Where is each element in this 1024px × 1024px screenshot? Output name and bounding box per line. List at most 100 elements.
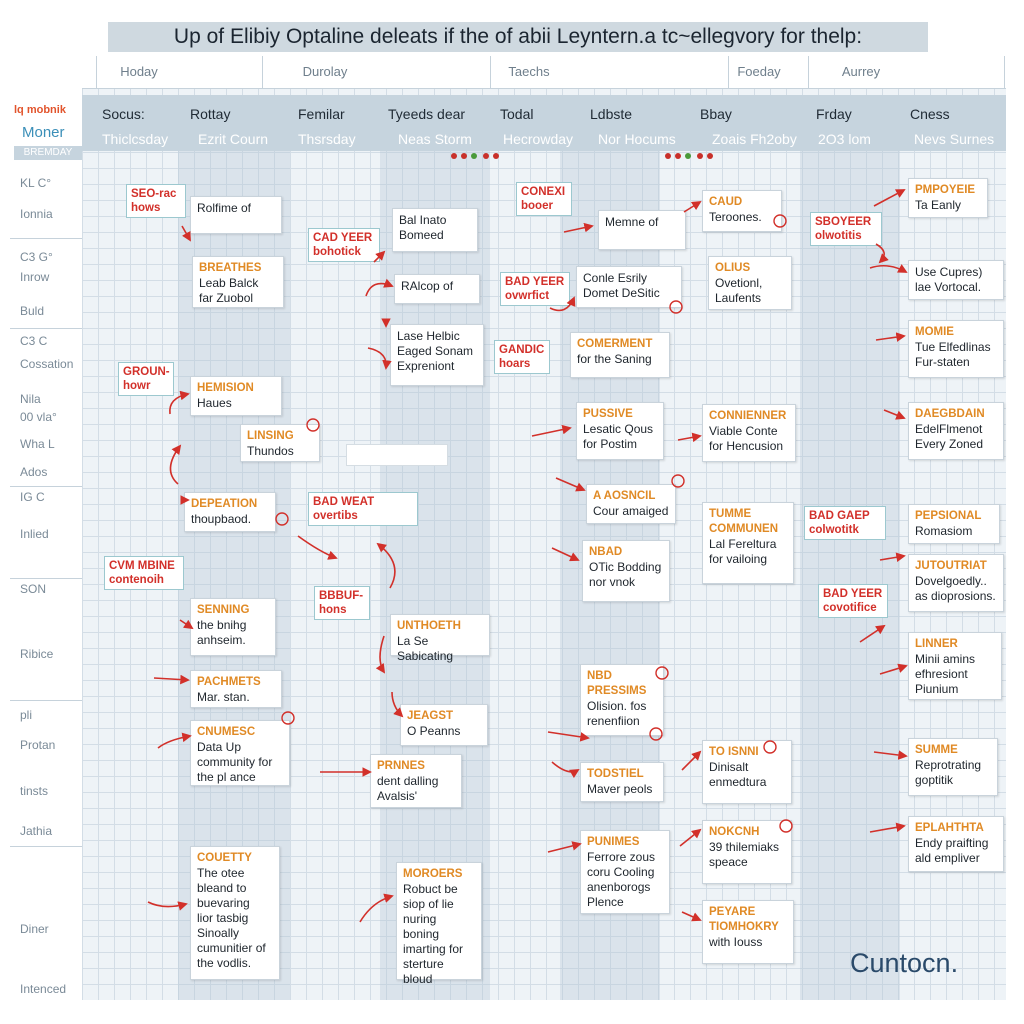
card-text: Haues [197, 396, 232, 410]
schedule-card[interactable]: Use Cupres) lae Vortocal. [908, 260, 1004, 300]
status-tag[interactable]: CAD YEER bohotick [308, 228, 380, 262]
schedule-card[interactable]: OLIUS Ovetionl, Laufents [708, 256, 792, 310]
schedule-card[interactable]: CAUD Teroones. [702, 190, 782, 232]
schedule-card[interactable]: MOROERS Robuct be siop of lie nuring boni… [396, 862, 482, 986]
card-text: Dovelgoedly.. as dioprosions. [915, 574, 996, 603]
empty-card [346, 444, 448, 466]
schedule-card[interactable]: NBD PRESSIMS Olision. fos renenfiion [580, 664, 664, 736]
status-tag[interactable]: SEO-rac hows [126, 184, 186, 218]
schedule-card[interactable]: PEYARE TIOMHOKRY with Iouss [702, 900, 794, 964]
schedule-card[interactable]: Conle Esrily Domet DeSitic [576, 266, 682, 308]
status-tag[interactable]: CVM MBINE contenoih [104, 556, 184, 590]
card-label: NOKCNH [709, 826, 760, 838]
schedule-card[interactable]: COMERMENT for the Saning [570, 332, 670, 378]
schedule-card[interactable]: UNTHOETH La Se Sabicating [390, 614, 490, 663]
schedule-card[interactable]: TO ISNNI Dinisalt enmedtura [702, 740, 792, 804]
row-label: SON [20, 582, 47, 596]
schedule-card[interactable]: LINSING Thundos [240, 424, 320, 462]
column-band [800, 150, 900, 1000]
card-label: A AOSNCIL [593, 490, 656, 502]
schedule-card[interactable]: PMPOYEIE Ta Eanly [908, 178, 988, 218]
schedule-card[interactable]: TUMME COMMUNEN Lal Fereltura for vailoing [702, 502, 794, 584]
status-tag[interactable]: BBBUF- hons [314, 586, 370, 620]
card-text: Use Cupres) lae Vortocal. [915, 265, 983, 294]
card-label: BREATHES [199, 262, 262, 274]
schedule-card[interactable]: COUETTY The otee bleand to buevaring lior… [190, 846, 280, 980]
divider [262, 56, 263, 88]
card-label: JUTOUTRIAT [915, 560, 987, 572]
card-text: the bnihg anhseim. [197, 618, 247, 647]
row-label: Nila [20, 392, 41, 406]
status-tag[interactable]: GROUN- howr [118, 362, 174, 396]
schedule-card[interactable]: HEMISION Haues [190, 376, 282, 416]
card-text: Cour amaiged [593, 504, 669, 518]
schedule-card[interactable]: Lase Helbic Eaged Sonam Expreniont [390, 324, 484, 386]
schedule-card[interactable]: JEAGST O Peanns [400, 704, 488, 746]
card-text: Ta Eanly [915, 198, 962, 212]
card-text: Tue Elfedlinas Fur-staten [915, 340, 991, 369]
card-text: thoupbaod. [191, 512, 252, 526]
card-text: Romasiom [915, 524, 973, 538]
row-label: pli [20, 708, 33, 722]
schedule-card[interactable]: Memne of [598, 210, 686, 250]
schedule-card[interactable]: CNUMESC Data Up community for the pl ance [190, 720, 290, 786]
row-separator [10, 846, 82, 847]
column-header-4: Tyeeds dear [388, 106, 466, 122]
column-subheader-4: Neas Storm [398, 131, 472, 147]
card-text: Teroones. [709, 210, 762, 224]
status-tag[interactable]: BAD WEAT overtibs [308, 492, 418, 526]
card-label: PEPSIONAL [915, 510, 982, 522]
card-text: Viable Conte for Hencusion [709, 424, 784, 453]
card-text: EdelFlmenot Every Zoned [915, 422, 984, 451]
card-label: LINSING [247, 430, 294, 442]
schedule-card[interactable]: MOMIE Tue Elfedlinas Fur-staten [908, 320, 1004, 378]
schedule-card[interactable]: DEPEATION thoupbaod. [184, 492, 276, 532]
schedule-card[interactable]: PUNIMES Ferrore zous coru Cooling anenbor… [580, 830, 670, 914]
top-header-strip [82, 56, 1006, 89]
schedule-card[interactable]: EPLAHTHTA Endy praifting ald empliver [908, 816, 1004, 872]
status-tag[interactable]: GANDIC hoars [494, 340, 550, 374]
column-header-9: Cness [910, 106, 950, 122]
schedule-card[interactable]: PACHMETS Mar. stan. [190, 670, 282, 708]
schedule-card[interactable]: A AOSNCIL Cour amaiged [586, 484, 676, 524]
top-header-5: Aurrey [841, 64, 881, 79]
schedule-card[interactable]: LINNER Minii amins efhresiont Piunium [908, 632, 1002, 700]
card-label: PEYARE TIOMHOKRY [709, 906, 779, 933]
schedule-card[interactable]: CONNIENNER Viable Conte for Hencusion [702, 404, 796, 462]
brand-caption: BREMDAY [14, 146, 82, 160]
schedule-card[interactable]: SUMME Reprotrating goptitik [908, 738, 998, 796]
schedule-card[interactable]: NOKCNH 39 thilemiaks speace [702, 820, 792, 884]
status-tag[interactable]: BAD GAEP colwotitk [804, 506, 886, 540]
status-tag[interactable]: BAD YEER ovwrfict [500, 272, 570, 306]
schedule-card[interactable]: PRNNES dent dalling Avalsis' [370, 754, 462, 808]
card-label: COUETTY [197, 852, 252, 864]
schedule-card[interactable]: BREATHES Leab Balck far Zuobol [192, 256, 284, 308]
schedule-card[interactable]: TODSTIEL Maver peols [580, 762, 664, 802]
status-tag[interactable]: BAD YEER covotifice [818, 584, 888, 618]
schedule-card[interactable]: RAlcop of [394, 274, 480, 304]
card-text: dent dalling Avalsis' [377, 774, 439, 803]
card-label: EPLAHTHTA [915, 822, 984, 834]
card-label: COMERMENT [577, 338, 653, 350]
status-tag[interactable]: SBOYEER olwotitis [810, 212, 882, 246]
row-label: Ionnia [20, 207, 53, 221]
schedule-card[interactable]: SENNING the bnihg anhseim. [190, 598, 276, 656]
row-label: C3 C [20, 334, 48, 348]
schedule-card[interactable]: DAEGBDAIN EdelFlmenot Every Zoned [908, 402, 1004, 460]
schedule-card[interactable]: PUSSIVE Lesatic Qous for Postim [576, 402, 664, 460]
card-text: Reprotrating goptitik [915, 758, 982, 787]
status-tag[interactable]: CONEXI booer [516, 182, 572, 216]
schedule-card[interactable]: Bal Inato Bomeed [392, 208, 478, 252]
schedule-card[interactable]: NBAD OTic Bodding nor vnok [582, 540, 670, 602]
row-label: tinsts [20, 784, 49, 798]
schedule-card[interactable]: PEPSIONAL Romasiom [908, 504, 1000, 544]
card-label: NBD PRESSIMS [587, 670, 647, 697]
card-text: The otee bleand to buevaring lior tasbig… [197, 866, 266, 970]
card-label: PRNNES [377, 760, 425, 772]
row-label: Wha L [20, 437, 55, 451]
card-label: LINNER [915, 638, 958, 650]
corner-logo: Cuntocn. [850, 948, 959, 978]
schedule-card[interactable]: JUTOUTRIAT Dovelgoedly.. as dioprosions. [908, 554, 1004, 612]
schedule-card[interactable]: Rolfime of [190, 196, 282, 234]
column-subheader-2: Ezrit Courn [198, 131, 269, 147]
